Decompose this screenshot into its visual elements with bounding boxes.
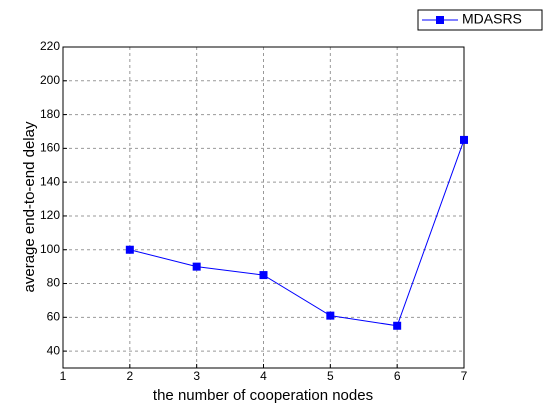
x-tick-label: 3: [193, 369, 200, 383]
data-line: [129, 139, 465, 327]
data-point: [192, 262, 201, 271]
y-tick-label: 40: [47, 343, 61, 357]
x-tick-label: 4: [260, 369, 267, 383]
y-tick-label: 200: [40, 73, 60, 87]
plot-frame: [62, 46, 465, 369]
y-tick-label: 220: [40, 39, 60, 53]
x-axis-title: the number of cooperation nodes: [153, 387, 373, 404]
data-point: [125, 245, 134, 254]
data-point: [259, 271, 268, 280]
legend-box: [417, 9, 543, 31]
x-tick-label: 1: [60, 369, 67, 383]
data-point: [460, 135, 468, 144]
x-tick-label: 2: [126, 369, 133, 383]
data-point: [326, 311, 335, 320]
x-tick-label: 7: [461, 369, 468, 383]
legend-label: MDASRS: [462, 11, 522, 27]
y-tick-label: 140: [40, 174, 60, 188]
y-tick-label: 100: [40, 242, 60, 256]
x-tick-label: 6: [394, 369, 401, 383]
x-tick-label: 5: [327, 369, 334, 383]
data-point: [393, 321, 402, 330]
y-tick-label: 120: [40, 208, 60, 222]
y-tick-label: 180: [40, 107, 60, 121]
y-tick-label: 60: [47, 309, 61, 323]
y-tick-label: 160: [40, 141, 60, 155]
y-axis-title: average end-to-end delay: [21, 121, 38, 292]
y-tick-label: 80: [47, 276, 61, 290]
legend-marker: [436, 16, 444, 24]
